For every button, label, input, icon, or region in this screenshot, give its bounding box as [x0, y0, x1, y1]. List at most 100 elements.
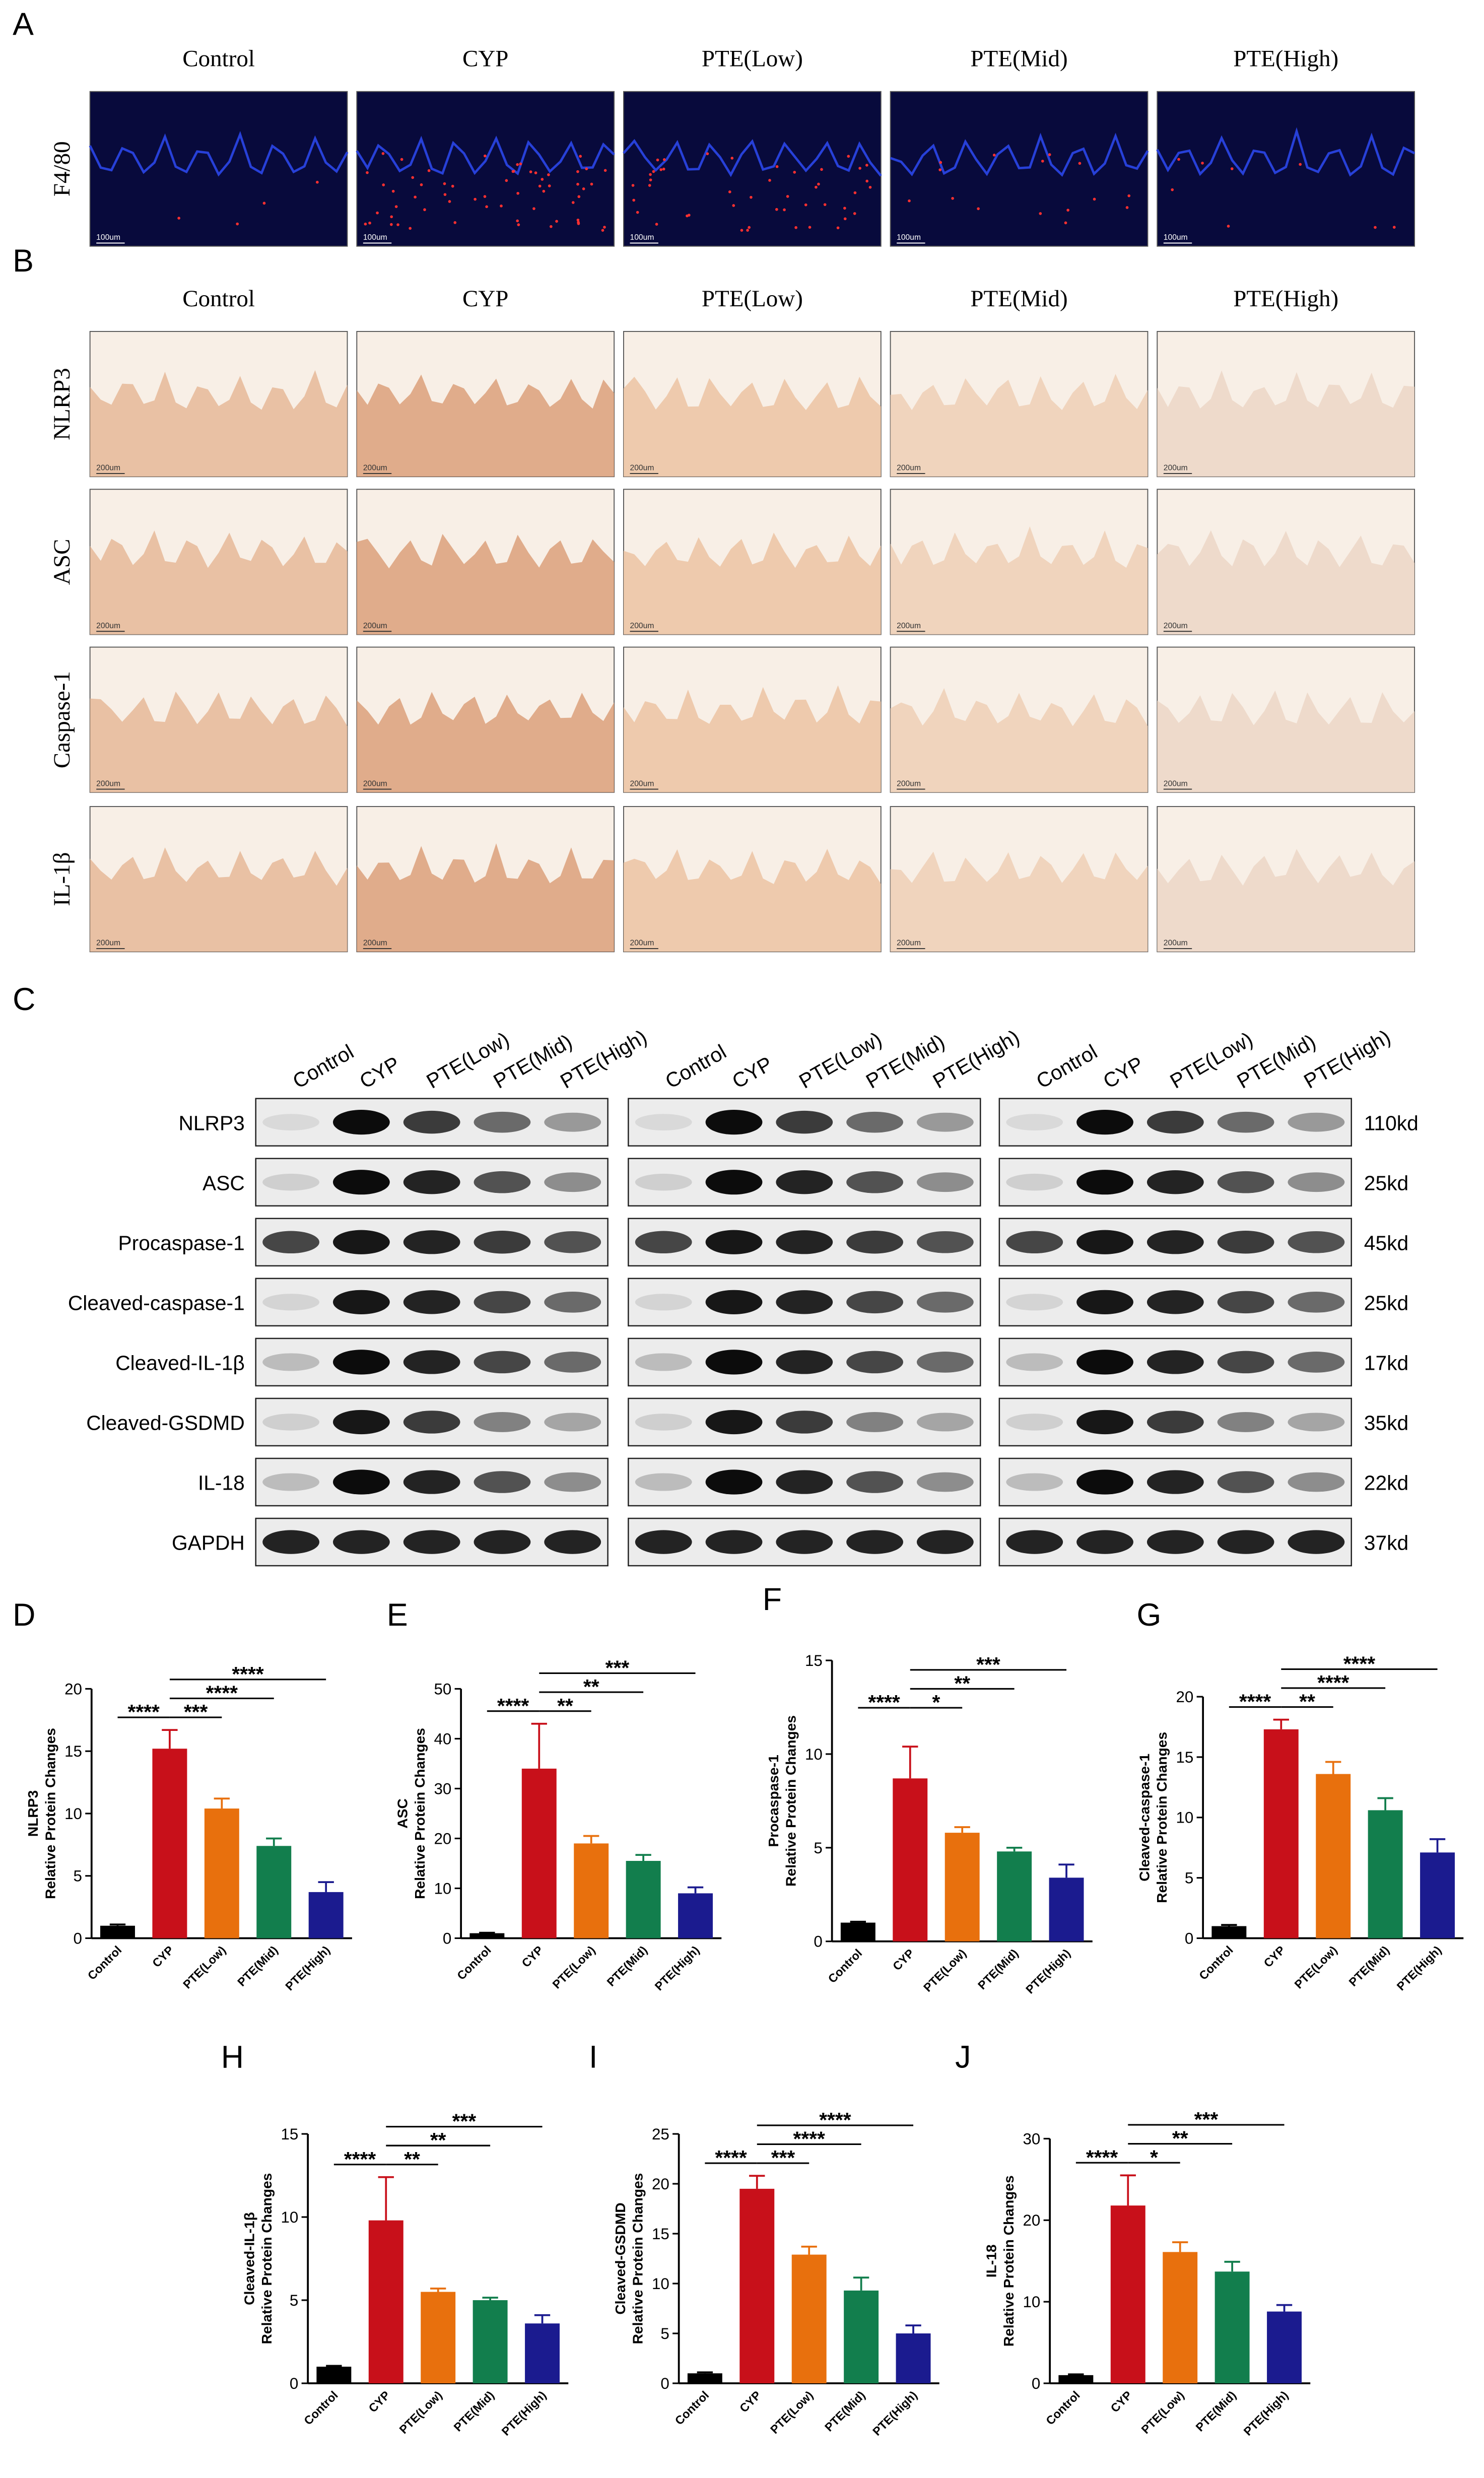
stain-dot — [783, 208, 786, 212]
stain-dot — [1066, 209, 1069, 212]
band — [1288, 1231, 1345, 1253]
protein-label: ASC — [203, 1171, 245, 1194]
stain-dot — [316, 180, 319, 184]
band — [1006, 1294, 1063, 1311]
error-bar — [1068, 2373, 1084, 2376]
stain-dot — [1171, 188, 1174, 191]
error-bar — [162, 1729, 178, 1749]
panel-letter: B — [13, 243, 34, 279]
stain-dot — [483, 195, 487, 198]
band — [403, 1470, 460, 1494]
y-axis-label: NLRP3 — [25, 1790, 41, 1837]
band — [1076, 1469, 1133, 1495]
band — [1146, 1230, 1204, 1254]
band — [403, 1530, 460, 1554]
band — [1076, 1290, 1133, 1314]
stain-dot — [382, 183, 385, 186]
tissue — [90, 370, 348, 477]
stain-dot — [1039, 212, 1042, 215]
y-axis-label: Cleaved-caspase-1 — [1136, 1754, 1153, 1882]
significance-label: **** — [232, 1662, 264, 1686]
band — [262, 1473, 320, 1491]
band — [262, 1231, 320, 1254]
y-tick-label: 10 — [652, 2275, 669, 2293]
y-axis-label: Relative Protein Changes — [1154, 1732, 1170, 1903]
band — [776, 1350, 833, 1374]
scale-bar-label: 200um — [1164, 779, 1188, 788]
bar — [204, 1809, 239, 1938]
lane-label: CYP — [1099, 1052, 1148, 1093]
stain-dot — [517, 223, 520, 226]
stain-dot — [364, 222, 367, 226]
stain-dot — [548, 184, 551, 187]
stain-dot — [1125, 206, 1129, 209]
tissue — [1157, 530, 1415, 635]
significance-label: * — [1150, 2146, 1158, 2169]
band — [846, 1231, 903, 1254]
error-bar — [801, 2245, 817, 2255]
stain-dot — [1048, 153, 1051, 156]
error-bar — [1172, 2241, 1188, 2252]
stain-dot — [1093, 197, 1096, 201]
y-tick-label: 0 — [660, 2375, 669, 2392]
scale-bar-label: 200um — [96, 622, 120, 630]
scale-bar-label: 200um — [630, 939, 654, 948]
band — [1146, 1470, 1204, 1494]
tissue — [357, 533, 615, 635]
band — [635, 1530, 692, 1554]
protein-label: IL-18 — [198, 1471, 245, 1495]
stain-dot — [582, 187, 585, 190]
stain-dot — [420, 183, 423, 186]
band — [544, 1172, 601, 1192]
stain-dot — [451, 184, 454, 188]
stain-dot — [750, 195, 753, 199]
stain-dot — [519, 162, 522, 166]
band — [1006, 1414, 1063, 1431]
bar — [791, 2254, 827, 2384]
stain-dot — [443, 193, 447, 196]
band — [262, 1414, 320, 1431]
bar — [1163, 2252, 1198, 2384]
stain-dot — [1227, 225, 1230, 228]
tissue — [623, 685, 881, 792]
lane-label: CYP — [356, 1052, 404, 1093]
band — [403, 1230, 460, 1254]
stain-dot — [740, 229, 744, 232]
band — [403, 1170, 460, 1194]
stain-dot — [443, 182, 446, 185]
stain-dot — [538, 184, 542, 188]
tissue — [1157, 370, 1415, 477]
y-tick-label: 10 — [281, 2208, 298, 2226]
lane-label: Control — [1032, 1040, 1101, 1093]
x-tick-label: CYP — [1261, 1944, 1288, 1970]
band — [846, 1412, 903, 1432]
stain-dot — [394, 205, 398, 208]
band — [916, 1530, 974, 1554]
tissue-edge — [1156, 127, 1415, 177]
significance-label: ** — [1299, 1690, 1315, 1713]
group-label: PTE(High) — [1233, 286, 1338, 312]
y-tick-label: 5 — [814, 1839, 822, 1857]
stain-dot — [836, 226, 840, 230]
x-tick-label: CYP — [890, 1947, 917, 1973]
y-axis-label: Relative Protein Changes — [42, 1728, 58, 1899]
band — [635, 1414, 692, 1431]
stain-dot — [474, 197, 477, 201]
bar — [945, 1833, 980, 1941]
y-tick-label: 20 — [64, 1680, 82, 1698]
stain-dot — [656, 158, 659, 162]
error-bar — [430, 2288, 446, 2292]
band — [916, 1472, 974, 1492]
y-tick-label: 10 — [1023, 2293, 1040, 2311]
tissue — [623, 848, 881, 952]
band — [474, 1111, 531, 1133]
band — [635, 1114, 692, 1131]
scale-bar-label: 200um — [1164, 464, 1188, 473]
stain-dot — [815, 185, 818, 189]
stain-dot — [577, 195, 581, 198]
stain-dot — [1127, 194, 1131, 197]
stain-dot — [775, 208, 778, 211]
band — [705, 1530, 763, 1554]
significance-label: ** — [430, 2128, 446, 2152]
